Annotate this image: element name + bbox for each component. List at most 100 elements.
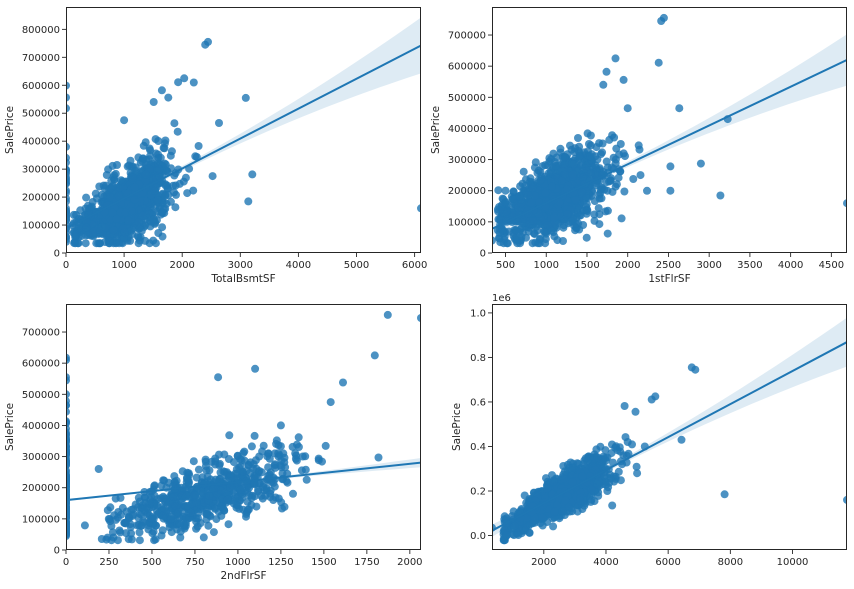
y-tick-label: 300000	[22, 165, 60, 176]
scatter-point	[597, 150, 605, 159]
x-tick-label: 1000	[534, 260, 559, 271]
x-tick-label: 1000	[225, 557, 250, 568]
scatter-point	[115, 239, 124, 248]
scatter-point	[80, 521, 89, 530]
scatter-point	[107, 522, 116, 530]
scatter-point	[128, 173, 137, 182]
scatter-point	[117, 176, 126, 185]
scatter-point	[603, 206, 612, 215]
scatter-point	[164, 93, 173, 102]
scatter-point	[111, 494, 120, 503]
scatter-point	[370, 351, 379, 360]
y-tick-label: 100000	[448, 217, 486, 228]
scatter-point	[514, 531, 523, 539]
scatter-point	[586, 169, 595, 178]
scatter-point	[229, 458, 238, 467]
scatter-point	[298, 452, 307, 461]
scatter-point	[260, 486, 269, 495]
scatter-point	[592, 143, 601, 152]
scatter-point	[122, 507, 131, 516]
scatter-point	[570, 148, 579, 157]
scatter-point	[607, 449, 616, 458]
scatter-point	[244, 460, 253, 469]
x-tick-label: 5000	[344, 260, 369, 271]
scatter-point	[224, 520, 233, 529]
scatter-point	[135, 528, 144, 537]
x-axis-label: 1stFlrSF	[648, 273, 690, 285]
scatter-point	[623, 104, 632, 113]
scatter-points	[492, 363, 847, 545]
y-tick-label: 200000	[22, 193, 60, 204]
scatter-point	[112, 214, 121, 223]
scatter-point	[82, 217, 91, 226]
scatter-point	[536, 168, 545, 177]
scatter-point	[595, 210, 604, 219]
scatter-point	[564, 503, 573, 511]
scatter-point	[108, 161, 117, 170]
x-tick-label: 750	[185, 557, 204, 568]
y-tick-label: 0.0	[470, 531, 486, 542]
plot-area	[66, 310, 421, 545]
scatter-point	[225, 431, 234, 440]
scatter-point	[608, 501, 617, 510]
scatter-point	[527, 198, 536, 207]
x-axis-label: 2ndFlrSF	[221, 570, 267, 582]
y-tick-label: 0.8	[470, 353, 486, 364]
y-tick-label: 800000	[22, 25, 60, 36]
scatter-point	[494, 186, 503, 195]
scatter-point	[141, 138, 150, 147]
scatter-point	[574, 134, 582, 142]
scatter-point	[189, 186, 198, 195]
scatter-point	[603, 186, 612, 195]
scatter-point	[549, 149, 558, 158]
x-tick-label: 2500	[656, 260, 681, 271]
scatter-point	[620, 187, 629, 196]
x-tick-label: 0	[63, 557, 69, 568]
plot-area	[492, 13, 847, 248]
scatter-point	[194, 465, 203, 474]
scatter-point	[155, 165, 164, 174]
y-tick-label: 200000	[22, 483, 60, 494]
scatter-point	[119, 183, 128, 192]
scatter-point	[111, 169, 120, 178]
scatter-point	[193, 522, 202, 531]
scatter-point	[82, 193, 91, 202]
scatter-point	[145, 144, 154, 153]
scatter-point	[169, 493, 178, 501]
scatter-point	[548, 182, 556, 191]
scatter-point	[292, 456, 301, 465]
scatter-point	[107, 536, 116, 545]
scatter-point	[153, 196, 162, 204]
scatter-point	[131, 500, 140, 509]
scatter-point	[211, 460, 220, 469]
x-tick-label: 10000	[777, 557, 809, 568]
scatter-point	[94, 465, 103, 473]
scatter-point	[158, 209, 167, 218]
scatter-point	[151, 521, 160, 530]
scatter-point	[241, 93, 250, 102]
axes-frame	[492, 7, 847, 253]
scatter-point	[158, 223, 167, 232]
scatter-point	[211, 504, 220, 513]
y-axis-label: SalePrice	[4, 106, 16, 154]
scatter-point	[202, 466, 211, 475]
scatter-point	[145, 164, 154, 173]
scatter-point	[524, 227, 533, 236]
scatter-point	[302, 475, 311, 484]
scatter-points	[492, 13, 847, 248]
scatter-point	[192, 498, 201, 507]
scatter-point	[226, 471, 235, 480]
scatter-point	[551, 161, 560, 170]
scatter-point	[586, 152, 595, 161]
x-tick-label: 1500	[311, 557, 336, 568]
scatter-point	[101, 223, 110, 232]
x-tick-label: 250	[99, 557, 118, 568]
scatter-point	[166, 151, 175, 160]
plot-area	[66, 17, 421, 248]
scatter-point	[559, 223, 568, 232]
y-axis-label: SalePrice	[4, 403, 16, 451]
scatter-point	[120, 228, 129, 237]
scatter-point	[541, 161, 550, 170]
x-tick-label: 4000	[593, 557, 618, 568]
x-tick-label: 500	[142, 557, 161, 568]
